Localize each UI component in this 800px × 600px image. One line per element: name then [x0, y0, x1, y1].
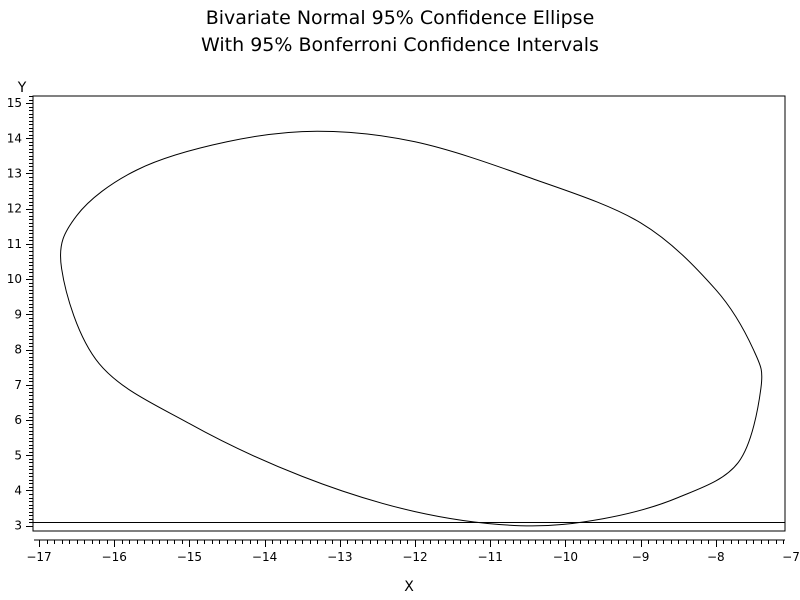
x-tick-label: −7: [782, 550, 800, 564]
x-tick-label: −15: [177, 550, 202, 564]
y-tick-label: 11: [7, 237, 22, 251]
y-tick-label: 7: [14, 378, 22, 392]
y-tick-label: 5: [14, 448, 22, 462]
y-tick-label: 3: [14, 519, 22, 533]
plot-area: [33, 130, 785, 527]
x-tick-label: −13: [327, 550, 352, 564]
y-tick-label: 15: [7, 96, 22, 110]
y-tick-label: 8: [14, 343, 22, 357]
y-tick-label: 14: [7, 131, 22, 145]
x-axis: −17 −16 −15 −14 −13 −12 −11 −10 −9 −8 −7: [26, 539, 800, 564]
x-tick-label: −11: [478, 550, 503, 564]
chart-title: Bivariate Normal 95% Confidence Ellipse: [206, 7, 595, 29]
x-tick-label: −8: [707, 550, 725, 564]
y-tick-label: 10: [7, 272, 22, 286]
x-tick-label: −17: [26, 550, 51, 564]
y-tick-label: 13: [7, 166, 22, 180]
confidence-ellipse: [60, 130, 763, 527]
x-tick-label: −16: [102, 550, 127, 564]
x-tick-label: −14: [252, 550, 277, 564]
x-tick-label: −9: [632, 550, 650, 564]
chart-subtitle: With 95% Bonferroni Confidence Intervals: [201, 34, 599, 56]
plot-frame: [32, 95, 786, 532]
x-tick-label: −10: [553, 550, 578, 564]
y-tick-label: 4: [14, 483, 22, 497]
y-tick-label: 9: [14, 307, 22, 321]
x-tick-label: −12: [402, 550, 427, 564]
x-axis-label: X: [404, 579, 414, 595]
y-axis: 3 4 5 6 7 8 9 10 11 12 13 14 15: [7, 96, 33, 533]
y-tick-label: 12: [7, 202, 22, 216]
y-axis-label: Y: [17, 80, 27, 96]
y-tick-label: 6: [14, 413, 22, 427]
